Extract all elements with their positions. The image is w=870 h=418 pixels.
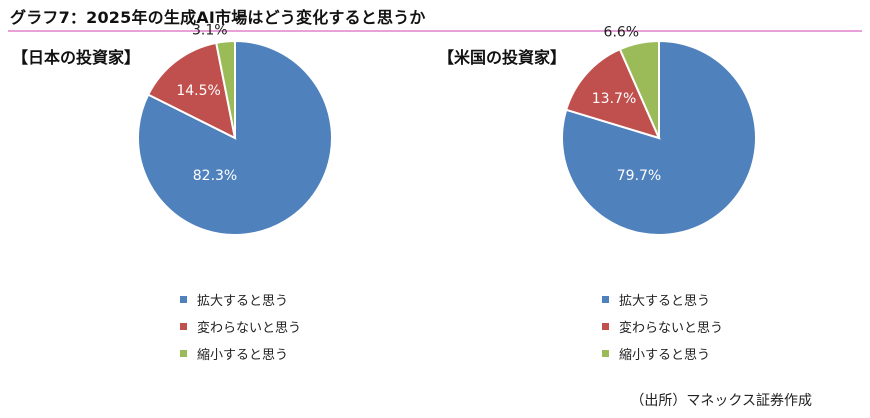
legend-item-expand: 拡大すると思う (602, 286, 723, 313)
legend-label-shrink: 縮小すると思う (197, 348, 289, 363)
pie-slice-shrink (618, 39, 660, 139)
pie-title-us: 【米国の投資家】 (438, 48, 567, 67)
pie-label-shrink: 6.6% (604, 24, 640, 40)
legend-swatch-nochange (180, 323, 187, 330)
pie-slice-shrink (215, 39, 236, 139)
pie-label-expand: 79.7% (617, 168, 661, 184)
pie-slice-nochange (564, 47, 661, 140)
legend-swatch-expand (180, 296, 187, 303)
legend-swatch-nochange (602, 323, 609, 330)
legend-item-nochange: 変わらないと思う (180, 313, 301, 340)
legend-swatch-shrink (180, 350, 187, 357)
legend-label-expand: 拡大すると思う (197, 294, 289, 309)
legend-item-shrink: 縮小すると思う (180, 340, 301, 367)
pie-label-nochange: 14.5% (176, 83, 220, 99)
legend-swatch-expand (602, 296, 609, 303)
legend-label-expand: 拡大すると思う (619, 294, 711, 309)
title-underline (8, 30, 862, 32)
chart-main-title: グラフ7：2025年の生成AI市場はどう変化すると思うか (10, 8, 426, 27)
legend-label-nochange: 変わらないと思う (197, 321, 302, 336)
pie-title-japan: 【日本の投資家】 (12, 48, 141, 67)
legend-swatch-shrink (602, 350, 609, 357)
pie-chart-us: 79.7% 13.7% 6.6% (561, 24, 757, 236)
pie-panel-japan: 82.3% 14.5% 3.1% 【日本の投資家】 拡大すると思う 変わらないと思う… (0, 23, 420, 370)
pie-label-nochange: 13.7% (592, 91, 636, 107)
legend-item-expand: 拡大すると思う (180, 286, 301, 313)
pie-label-shrink: 3.1% (192, 23, 228, 39)
legend-japan: 拡大すると思う 変わらないと思う 縮小すると思う (180, 286, 301, 367)
pie-label-expand: 82.3% (193, 168, 237, 184)
legend-label-shrink: 縮小すると思う (619, 348, 711, 363)
pie-panel-us: 79.7% 13.7% 6.6% 【米国の投資家】 拡大すると思う 変わらないと思う… (430, 24, 850, 370)
legend-item-nochange: 変わらないと思う (602, 313, 723, 340)
legend-us: 拡大すると思う 変わらないと思う 縮小すると思う (602, 286, 723, 367)
pie-chart-japan: 82.3% 14.5% 3.1% (137, 23, 333, 236)
pie-slice-nochange (146, 41, 237, 140)
source-note: （出所）マネックス証券作成 (630, 393, 812, 409)
legend-item-shrink: 縮小すると思う (602, 340, 723, 367)
legend-label-nochange: 変わらないと思う (619, 321, 724, 336)
